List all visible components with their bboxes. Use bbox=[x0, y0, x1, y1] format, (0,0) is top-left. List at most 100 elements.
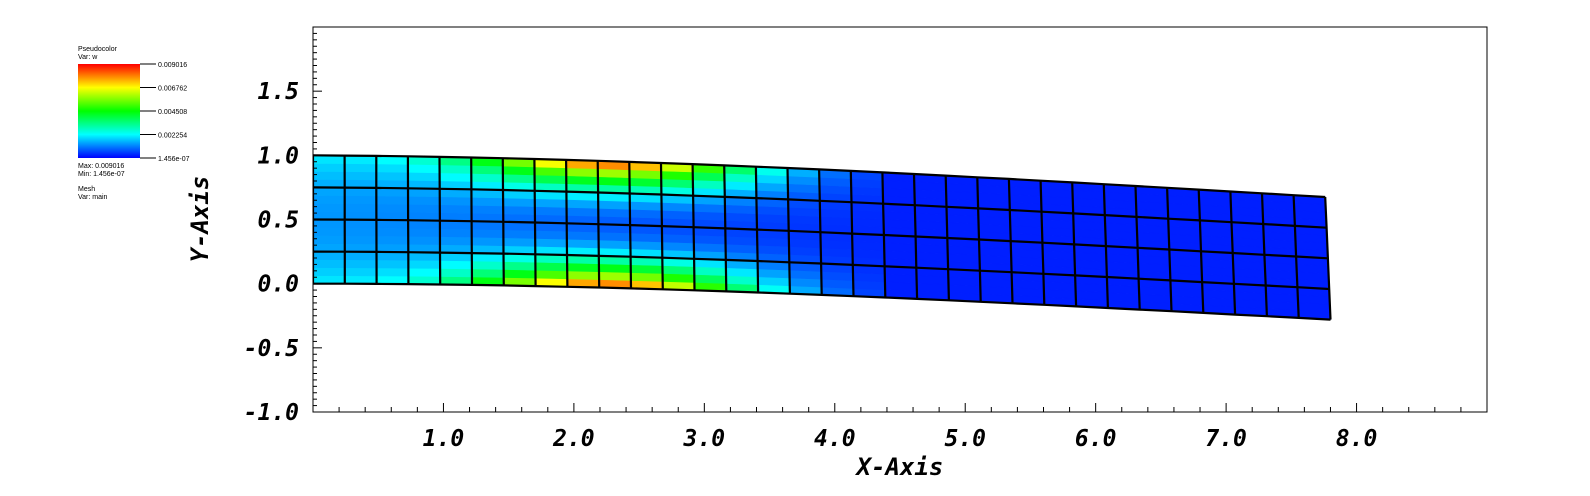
mesh-cell bbox=[630, 272, 663, 282]
mesh-cell bbox=[534, 206, 567, 216]
x-tick-label: 6.0 bbox=[1075, 426, 1117, 452]
y-minor-ticks bbox=[313, 26, 322, 413]
x-tick-label: 1.0 bbox=[423, 426, 465, 452]
mesh-col-line bbox=[1197, 189, 1205, 313]
x-tick-label: 7.0 bbox=[1205, 426, 1247, 452]
mesh-cell bbox=[630, 264, 663, 274]
mesh-cell bbox=[439, 172, 472, 182]
mesh-cell bbox=[439, 204, 472, 214]
mesh-col-line bbox=[438, 156, 442, 285]
mesh-cell bbox=[693, 266, 727, 276]
mesh-cell bbox=[344, 195, 377, 205]
mesh-cell bbox=[660, 178, 694, 189]
mesh-cell bbox=[725, 267, 759, 278]
y-tick-label: -0.5 bbox=[244, 336, 299, 362]
mesh-cell bbox=[629, 177, 662, 187]
mesh-col-line bbox=[406, 156, 410, 285]
mesh-cell bbox=[534, 198, 567, 208]
mesh-cell bbox=[313, 163, 346, 172]
mesh-cell bbox=[693, 274, 727, 284]
legend-mesh-var: Var: main bbox=[78, 194, 108, 201]
mesh-cell bbox=[344, 163, 377, 173]
mesh-cell bbox=[313, 235, 346, 245]
mesh-cell bbox=[598, 271, 632, 281]
mesh-col-line bbox=[1134, 185, 1141, 310]
mesh-cell bbox=[344, 227, 377, 237]
mesh-cell bbox=[566, 199, 599, 209]
y-tick-label: 1.5 bbox=[257, 79, 299, 105]
mesh-col-line bbox=[912, 173, 919, 299]
mesh-cell bbox=[661, 233, 695, 244]
mesh-cell bbox=[629, 169, 662, 180]
mesh-col-line bbox=[1166, 187, 1173, 312]
mesh-cell bbox=[407, 259, 441, 269]
mesh-cell bbox=[598, 263, 632, 273]
colorbar-label-4: 1.456e-07 bbox=[158, 156, 190, 163]
mesh-cell bbox=[376, 195, 409, 205]
mesh-cell bbox=[629, 240, 663, 251]
mesh-cell bbox=[661, 209, 694, 220]
y-tick-label: -1.0 bbox=[244, 400, 299, 426]
colorbar-label-3: 0.002254 bbox=[158, 133, 187, 140]
mesh-cell bbox=[344, 203, 377, 213]
mesh-cell bbox=[471, 260, 505, 270]
x-tick-label: 5.0 bbox=[944, 426, 986, 452]
mesh-cell bbox=[376, 267, 409, 277]
mesh-cell bbox=[661, 202, 694, 212]
mesh-cell bbox=[725, 235, 758, 246]
mesh-cell bbox=[470, 173, 504, 183]
mesh-cell bbox=[725, 243, 758, 254]
mesh-cell bbox=[503, 261, 536, 271]
mesh-cell bbox=[534, 238, 568, 248]
mesh-col-line bbox=[1039, 180, 1046, 305]
mesh-cell bbox=[439, 268, 473, 278]
mesh-col-line bbox=[1292, 195, 1300, 318]
mesh-cell bbox=[629, 201, 662, 211]
y-tick-label: 0.5 bbox=[257, 208, 299, 234]
mesh-cell bbox=[407, 235, 441, 245]
mesh-cell bbox=[376, 259, 409, 269]
mesh-col-line bbox=[1007, 178, 1014, 304]
mesh-cell bbox=[566, 238, 600, 249]
mesh-cell bbox=[662, 265, 695, 275]
mesh-cell bbox=[629, 232, 663, 243]
mesh-col-line bbox=[533, 158, 537, 287]
mesh-col-line bbox=[723, 165, 728, 292]
mesh-cell bbox=[313, 267, 346, 277]
legend: Pseudocolor Var: w 0.009016 0.006762 0.0… bbox=[78, 46, 190, 201]
y-tick-labels: 1.5 1.0 0.5 0.0 -0.5 -1.0 bbox=[244, 79, 299, 426]
mesh-cell bbox=[502, 229, 536, 239]
mesh-cell bbox=[376, 203, 409, 213]
mesh-cell bbox=[692, 211, 726, 221]
mesh-cell bbox=[662, 273, 695, 283]
x-axis-title: X-Axis bbox=[855, 453, 944, 481]
mesh-col-line bbox=[754, 166, 760, 293]
mesh-cell bbox=[535, 261, 568, 272]
mesh-cell bbox=[566, 262, 600, 273]
mesh-cell bbox=[693, 234, 726, 245]
mesh-cell bbox=[693, 242, 727, 253]
mesh-cell bbox=[756, 244, 790, 255]
mesh-cell bbox=[629, 208, 663, 219]
mesh-cell bbox=[439, 236, 473, 246]
mesh-cell bbox=[502, 205, 536, 215]
mesh-col-line bbox=[470, 157, 474, 285]
mesh-cell bbox=[376, 227, 409, 237]
mesh-cell bbox=[757, 268, 790, 279]
mesh-cell bbox=[313, 211, 346, 220]
mesh-cell bbox=[692, 203, 726, 213]
mesh-col-line bbox=[1229, 191, 1237, 315]
x-tick-labels: 1.0 2.0 3.0 4.0 5.0 6.0 7.0 8.0 bbox=[423, 426, 1378, 452]
legend-var-label: Var: w bbox=[78, 54, 98, 61]
mesh-cell bbox=[407, 171, 441, 182]
colorbar-label-1: 0.006762 bbox=[158, 86, 187, 93]
mesh-cell bbox=[660, 170, 694, 181]
mesh-lines bbox=[313, 154, 1332, 321]
mesh-cell bbox=[407, 195, 441, 206]
mesh-cell bbox=[597, 176, 630, 186]
mesh-cell bbox=[439, 164, 472, 174]
mesh-cell bbox=[471, 204, 504, 215]
legend-min: Min: 1.456e-07 bbox=[78, 171, 125, 178]
mesh-cell bbox=[407, 267, 441, 277]
mesh-cell bbox=[439, 228, 473, 238]
